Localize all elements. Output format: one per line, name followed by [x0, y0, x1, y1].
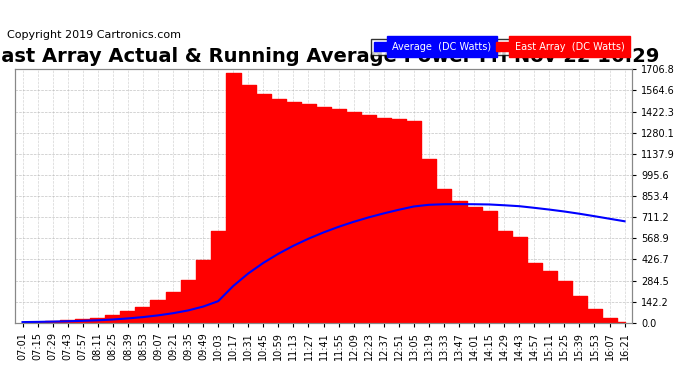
Text: Copyright 2019 Cartronics.com: Copyright 2019 Cartronics.com	[7, 30, 181, 39]
Legend: Average  (DC Watts), East Array  (DC Watts): Average (DC Watts), East Array (DC Watts…	[371, 39, 627, 54]
Title: East Array Actual & Running Average Power Fri Nov 22 16:29: East Array Actual & Running Average Powe…	[0, 47, 659, 66]
